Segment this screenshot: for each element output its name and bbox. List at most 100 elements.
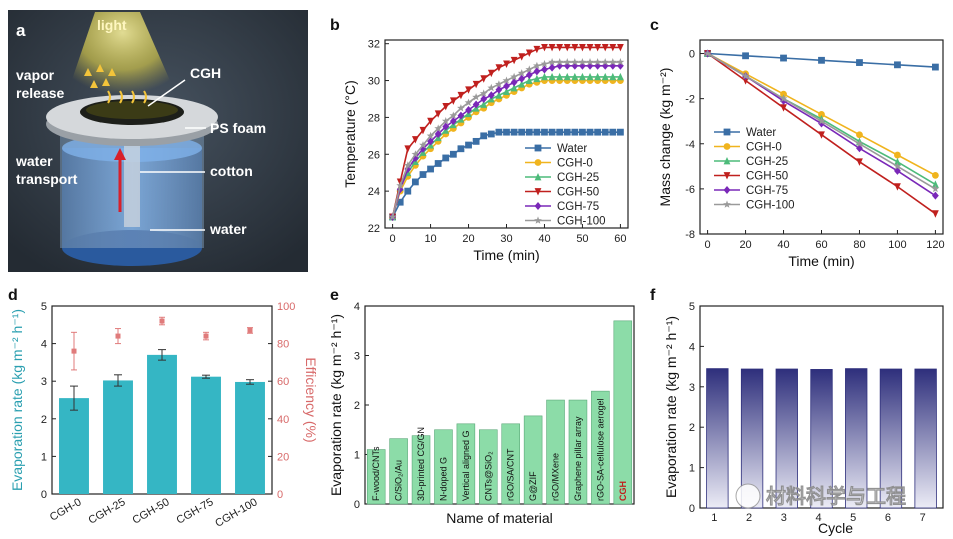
legend-label: Water xyxy=(746,127,776,139)
vapor-arrows xyxy=(84,64,147,104)
data-point xyxy=(594,43,602,52)
data-point xyxy=(411,150,420,158)
light-beam xyxy=(60,12,185,115)
data-point xyxy=(472,80,480,89)
legend-marker xyxy=(723,200,731,208)
bar-label: CGH xyxy=(618,481,628,501)
data-point xyxy=(856,59,863,66)
data-point xyxy=(403,161,412,169)
x-tick-label: 0 xyxy=(705,239,711,251)
data-point xyxy=(931,184,940,193)
legend-marker xyxy=(534,159,542,166)
legend-label: CGH-75 xyxy=(746,185,788,197)
bar xyxy=(411,435,431,505)
data-point xyxy=(457,104,465,112)
legend-marker xyxy=(534,202,542,210)
bar xyxy=(810,369,833,509)
legend-label: CGH-0 xyxy=(557,158,593,170)
legend-marker xyxy=(723,157,731,165)
panel-label-b: b xyxy=(330,17,340,34)
bar xyxy=(366,449,386,505)
panel-label-c: c xyxy=(650,17,659,34)
data-point xyxy=(556,61,564,70)
data-point xyxy=(465,141,472,149)
data-point xyxy=(518,53,526,61)
bar xyxy=(568,399,588,505)
y2-tick-label: 20 xyxy=(277,451,289,463)
legend-label: CGH-0 xyxy=(746,142,782,154)
transport-arrow-head xyxy=(114,148,126,160)
y-tick-label: 3 xyxy=(354,351,360,363)
legend-marker xyxy=(723,186,731,194)
y-tick-label: 26 xyxy=(368,149,380,161)
data-point xyxy=(525,76,533,84)
data-point xyxy=(525,128,533,136)
legend-label: CGH-25 xyxy=(746,156,788,168)
data-point xyxy=(894,151,901,159)
x-tick-label: 7 xyxy=(920,512,926,524)
chart-c-mass-change: 0 20 40 60 80 100 120 0 -2 -4 -6 -8 Time (min) Mass c… xyxy=(657,39,945,269)
data-point xyxy=(932,180,939,188)
legend-marker xyxy=(534,144,542,152)
data-point xyxy=(449,150,457,158)
bar xyxy=(914,368,937,509)
y-tick-label: 2 xyxy=(41,414,47,426)
bar xyxy=(845,368,868,509)
data-point xyxy=(487,83,496,92)
data-point xyxy=(548,43,556,52)
y-tick-label: 4 xyxy=(41,339,47,351)
data-point xyxy=(404,165,412,174)
y2-tick-label: 100 xyxy=(277,301,295,313)
data-point xyxy=(563,128,571,136)
x-tick-label: CGH-0 xyxy=(48,496,84,524)
data-point xyxy=(396,198,404,206)
legend-label: CGH-25 xyxy=(557,172,599,184)
data-point xyxy=(457,145,465,153)
water-transport-label-1: water xyxy=(15,153,53,169)
data-point xyxy=(510,78,518,87)
data-point xyxy=(487,130,495,138)
data-point xyxy=(593,58,602,66)
legend-marker xyxy=(534,216,542,224)
bar-label: N-doped G xyxy=(438,457,448,501)
data-point xyxy=(894,61,901,69)
data-point xyxy=(609,43,617,52)
data-point xyxy=(563,58,572,66)
bar xyxy=(613,320,633,505)
bar xyxy=(456,423,476,505)
data-point xyxy=(541,128,548,136)
y-tick-label: 4 xyxy=(354,301,360,313)
data-point xyxy=(616,58,625,66)
data-point xyxy=(510,83,518,92)
data-point xyxy=(525,71,533,80)
light-label: light xyxy=(97,17,127,33)
data-point xyxy=(419,141,427,149)
x-tick-label: 60 xyxy=(815,239,827,251)
watermark-text: 材料科学与工程 xyxy=(766,484,906,508)
data-point xyxy=(601,58,610,66)
legend-label: CGH-100 xyxy=(746,200,795,212)
data-point xyxy=(817,117,826,125)
data-point xyxy=(609,61,617,70)
water-label: water xyxy=(209,221,247,237)
x-tick-label: 20 xyxy=(739,239,751,251)
data-point xyxy=(465,86,472,94)
data-point xyxy=(495,64,503,72)
data-point xyxy=(533,45,541,54)
data-point xyxy=(396,181,405,189)
bar xyxy=(501,423,520,505)
data-point xyxy=(601,128,609,136)
x-tick-label: 120 xyxy=(926,239,944,251)
data-point xyxy=(548,72,556,81)
data-point xyxy=(594,61,602,70)
data-point xyxy=(472,100,480,109)
x-tick-label: 40 xyxy=(777,239,789,251)
data-point xyxy=(404,145,412,153)
data-point xyxy=(441,117,450,125)
x-tick-label: 80 xyxy=(853,239,865,251)
data-point xyxy=(556,72,564,81)
data-point xyxy=(556,128,564,136)
bar xyxy=(235,381,265,494)
data-point xyxy=(449,111,458,119)
